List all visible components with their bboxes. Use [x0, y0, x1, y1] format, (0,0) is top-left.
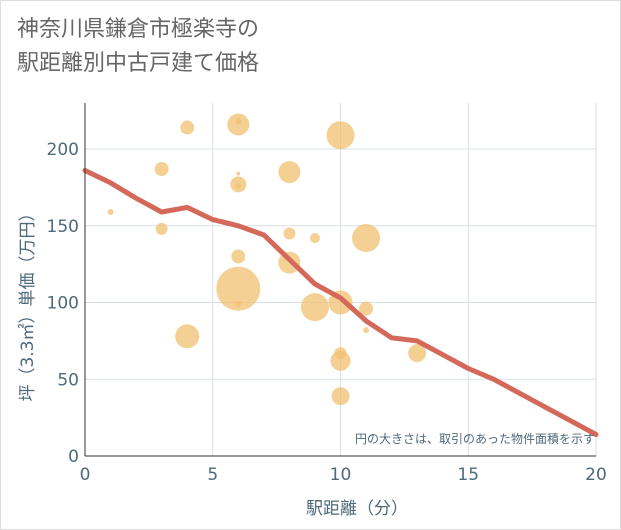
trend-line-group [82, 168, 599, 437]
bubble-point-5 [227, 113, 250, 136]
x-tick-label-0: 0 [80, 465, 91, 485]
y-tick-label-2: 100 [47, 294, 79, 314]
bubble-point-22 [331, 387, 350, 406]
bubble-size-note: 円の大きさは、取引のあった物件面積を示す [355, 431, 595, 446]
x-tick-label-2: 10 [330, 465, 352, 485]
bubble-point-12 [235, 301, 242, 308]
y-tick-label-1: 50 [57, 370, 79, 390]
bubble-point-16 [309, 233, 320, 244]
bubble-point-25 [363, 327, 370, 334]
bubble-series [107, 113, 427, 406]
y-tick-label-0: 0 [68, 447, 79, 467]
bubble-point-9 [235, 182, 242, 189]
y-axis-label: 坪（3.3㎡）単価（万円） [18, 204, 38, 401]
bubble-point-24 [359, 301, 374, 316]
bubble-point-21 [330, 350, 351, 371]
x-tick-label-4: 20 [585, 465, 607, 485]
chart-title: 神奈川県鎌倉市極楽寺の 駅距離別中古戸建て価格 [17, 13, 259, 81]
chart-title-line-1: 神奈川県鎌倉市極楽寺の [17, 17, 260, 42]
chart-title-line-2: 駅距離別中古戸建て価格 [17, 51, 260, 76]
axes: 0 50 100 150 200 0 5 10 15 20 [47, 103, 607, 485]
bubble-point-1 [154, 161, 169, 176]
bubble-point-4 [175, 324, 200, 349]
bubble-point-3 [180, 120, 195, 135]
bubble-point-18 [326, 121, 355, 150]
bubble-point-6 [235, 118, 242, 125]
bubble-point-23 [352, 224, 381, 253]
bubble-point-2 [155, 222, 168, 235]
x-tick-label-1: 5 [207, 465, 218, 485]
bubble-point-14 [283, 227, 296, 240]
bubble-point-17 [300, 293, 329, 322]
bubble-point-13 [278, 161, 301, 184]
y-tick-label-4: 200 [47, 140, 79, 160]
bubble-point-26 [408, 344, 427, 363]
bubble-point-10 [231, 249, 246, 264]
trend-line [82, 168, 599, 437]
bubble-point-0 [107, 208, 114, 215]
bubble-point-7 [236, 171, 241, 176]
x-axis-label: 駅距離（分） [306, 499, 408, 519]
x-tick-label-3: 15 [457, 465, 479, 485]
bubble-point-11 [216, 266, 261, 311]
y-tick-label-3: 150 [47, 217, 79, 237]
